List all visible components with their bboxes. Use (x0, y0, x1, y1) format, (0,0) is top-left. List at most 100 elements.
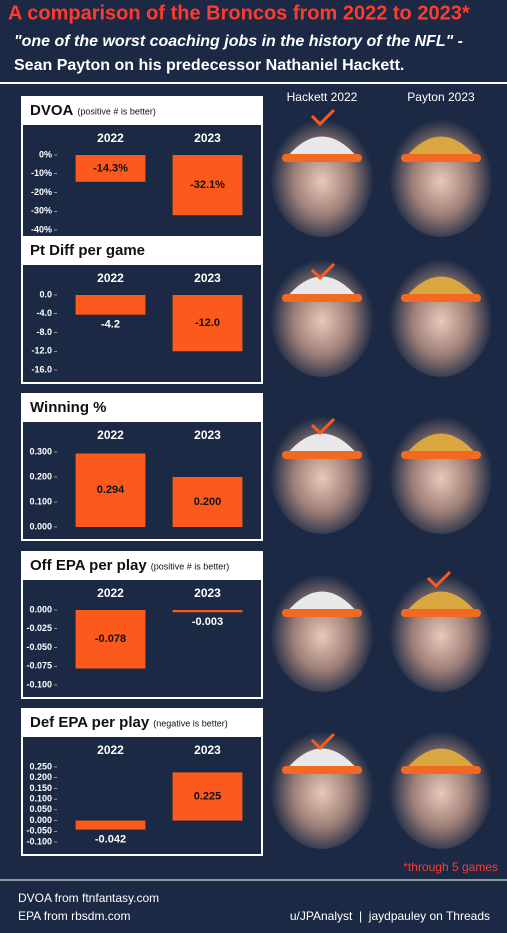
bar (75, 295, 146, 315)
y-tick-label: -30% (31, 206, 52, 216)
cap-brim (401, 451, 481, 459)
cap-brim (282, 451, 362, 459)
cap-brim (282, 154, 362, 162)
y-tick-label: 0.000 (29, 521, 52, 531)
value-label: 0.200 (194, 496, 222, 508)
bar (172, 155, 243, 216)
checkmark (310, 108, 336, 127)
photo-glow (270, 568, 374, 692)
y-tick-label: 0.100 (29, 496, 52, 506)
y-tick-label: 0.200 (29, 471, 52, 481)
y-tick-label: 0.000 (29, 815, 52, 825)
x-category-label: 2022 (97, 743, 124, 757)
coach-photo (389, 568, 493, 692)
cap (405, 748, 477, 770)
value-label: 0.294 (97, 484, 125, 496)
panel-title-bg (22, 394, 262, 422)
cap (286, 748, 358, 770)
y-tick-label: 0.050 (29, 804, 52, 814)
coach-photo (389, 725, 493, 849)
y-tick-label: -0.050 (26, 642, 52, 652)
x-category-label: 2023 (194, 428, 221, 442)
y-tick-label: 0.150 (29, 783, 52, 793)
x-category-label: 2023 (194, 271, 221, 285)
y-tick-label: 0% (39, 149, 52, 159)
panel-title-bg (22, 709, 262, 737)
y-tick-label: -0.100 (26, 836, 52, 846)
value-label: -32.1% (190, 179, 225, 191)
cap (286, 276, 358, 298)
source: DVOA from ftnfantasy.com (18, 891, 159, 905)
subtitle: "one of the worst coaching jobs in the h… (14, 33, 463, 50)
cap-brim (401, 154, 481, 162)
photo-glow (389, 725, 493, 849)
checkmark (310, 732, 336, 751)
chart-title: Def EPA per play (30, 714, 150, 731)
coach-photo (389, 113, 493, 237)
coach-photo (389, 410, 493, 534)
bar (172, 610, 243, 613)
y-tick-label: 0.100 (29, 794, 52, 804)
photo-glow (389, 568, 493, 692)
y-tick-label: -8.0 (36, 327, 52, 337)
bar (75, 453, 146, 527)
cap (286, 591, 358, 613)
cap-brim (401, 294, 481, 302)
y-tick-label: 0.200 (29, 772, 52, 782)
chart-subtitle: (positive # is better) (77, 106, 156, 116)
value-label: -4.2 (101, 319, 120, 331)
cap (286, 136, 358, 158)
photo-glow (270, 725, 374, 849)
y-tick-label: -0.025 (26, 623, 52, 633)
cap (405, 136, 477, 158)
bar (75, 610, 146, 669)
coach-photo (270, 725, 374, 849)
coach-photo (270, 410, 374, 534)
coach-photo (389, 253, 493, 377)
panel-title-bg (22, 97, 262, 125)
y-tick-label: 0.0 (39, 289, 52, 299)
cap (405, 433, 477, 455)
bar (172, 477, 243, 527)
subtitle: Sean Payton on his predecessor Nathaniel… (14, 57, 404, 74)
y-tick-label: -12.0 (31, 346, 52, 356)
cap (405, 591, 477, 613)
y-tick-label: -0.100 (26, 679, 52, 689)
column-header: Payton 2023 (407, 90, 475, 104)
photo-glow (389, 253, 493, 377)
value-label: -12.0 (195, 317, 220, 329)
cap (286, 433, 358, 455)
bar (75, 155, 146, 182)
checkmarks (310, 108, 452, 751)
chart-title: Pt Diff per game (30, 242, 145, 259)
x-category-label: 2022 (97, 586, 124, 600)
cap-brim (401, 609, 481, 617)
bar (172, 295, 243, 352)
cap (405, 276, 477, 298)
bar (172, 772, 243, 821)
coach-photo (270, 253, 374, 377)
y-tick-label: -20% (31, 187, 52, 197)
checkmark (426, 570, 452, 589)
photo-glow (270, 410, 374, 534)
title: A comparison of the Broncos from 2022 to… (8, 2, 470, 24)
chart-subtitle: (positive # is better) (151, 561, 230, 571)
cap-brim (282, 294, 362, 302)
panel-title-bg (22, 237, 262, 265)
y-tick-label: 0.000 (29, 604, 52, 614)
x-category-label: 2023 (194, 131, 221, 145)
y-tick-label: -10% (31, 168, 52, 178)
y-tick-label: 0.300 (29, 446, 52, 456)
y-tick-label: -4.0 (36, 308, 52, 318)
photo-glow (270, 253, 374, 377)
footnote: *through 5 games (403, 860, 498, 874)
photo-glow (270, 113, 374, 237)
cap-brim (401, 766, 481, 774)
chart-title: Winning % (30, 399, 107, 416)
panel-title-bg (22, 552, 262, 580)
value-label: 0.225 (194, 790, 222, 802)
photo-glow (389, 113, 493, 237)
y-tick-label: -0.050 (26, 826, 52, 836)
x-category-label: 2023 (194, 743, 221, 757)
